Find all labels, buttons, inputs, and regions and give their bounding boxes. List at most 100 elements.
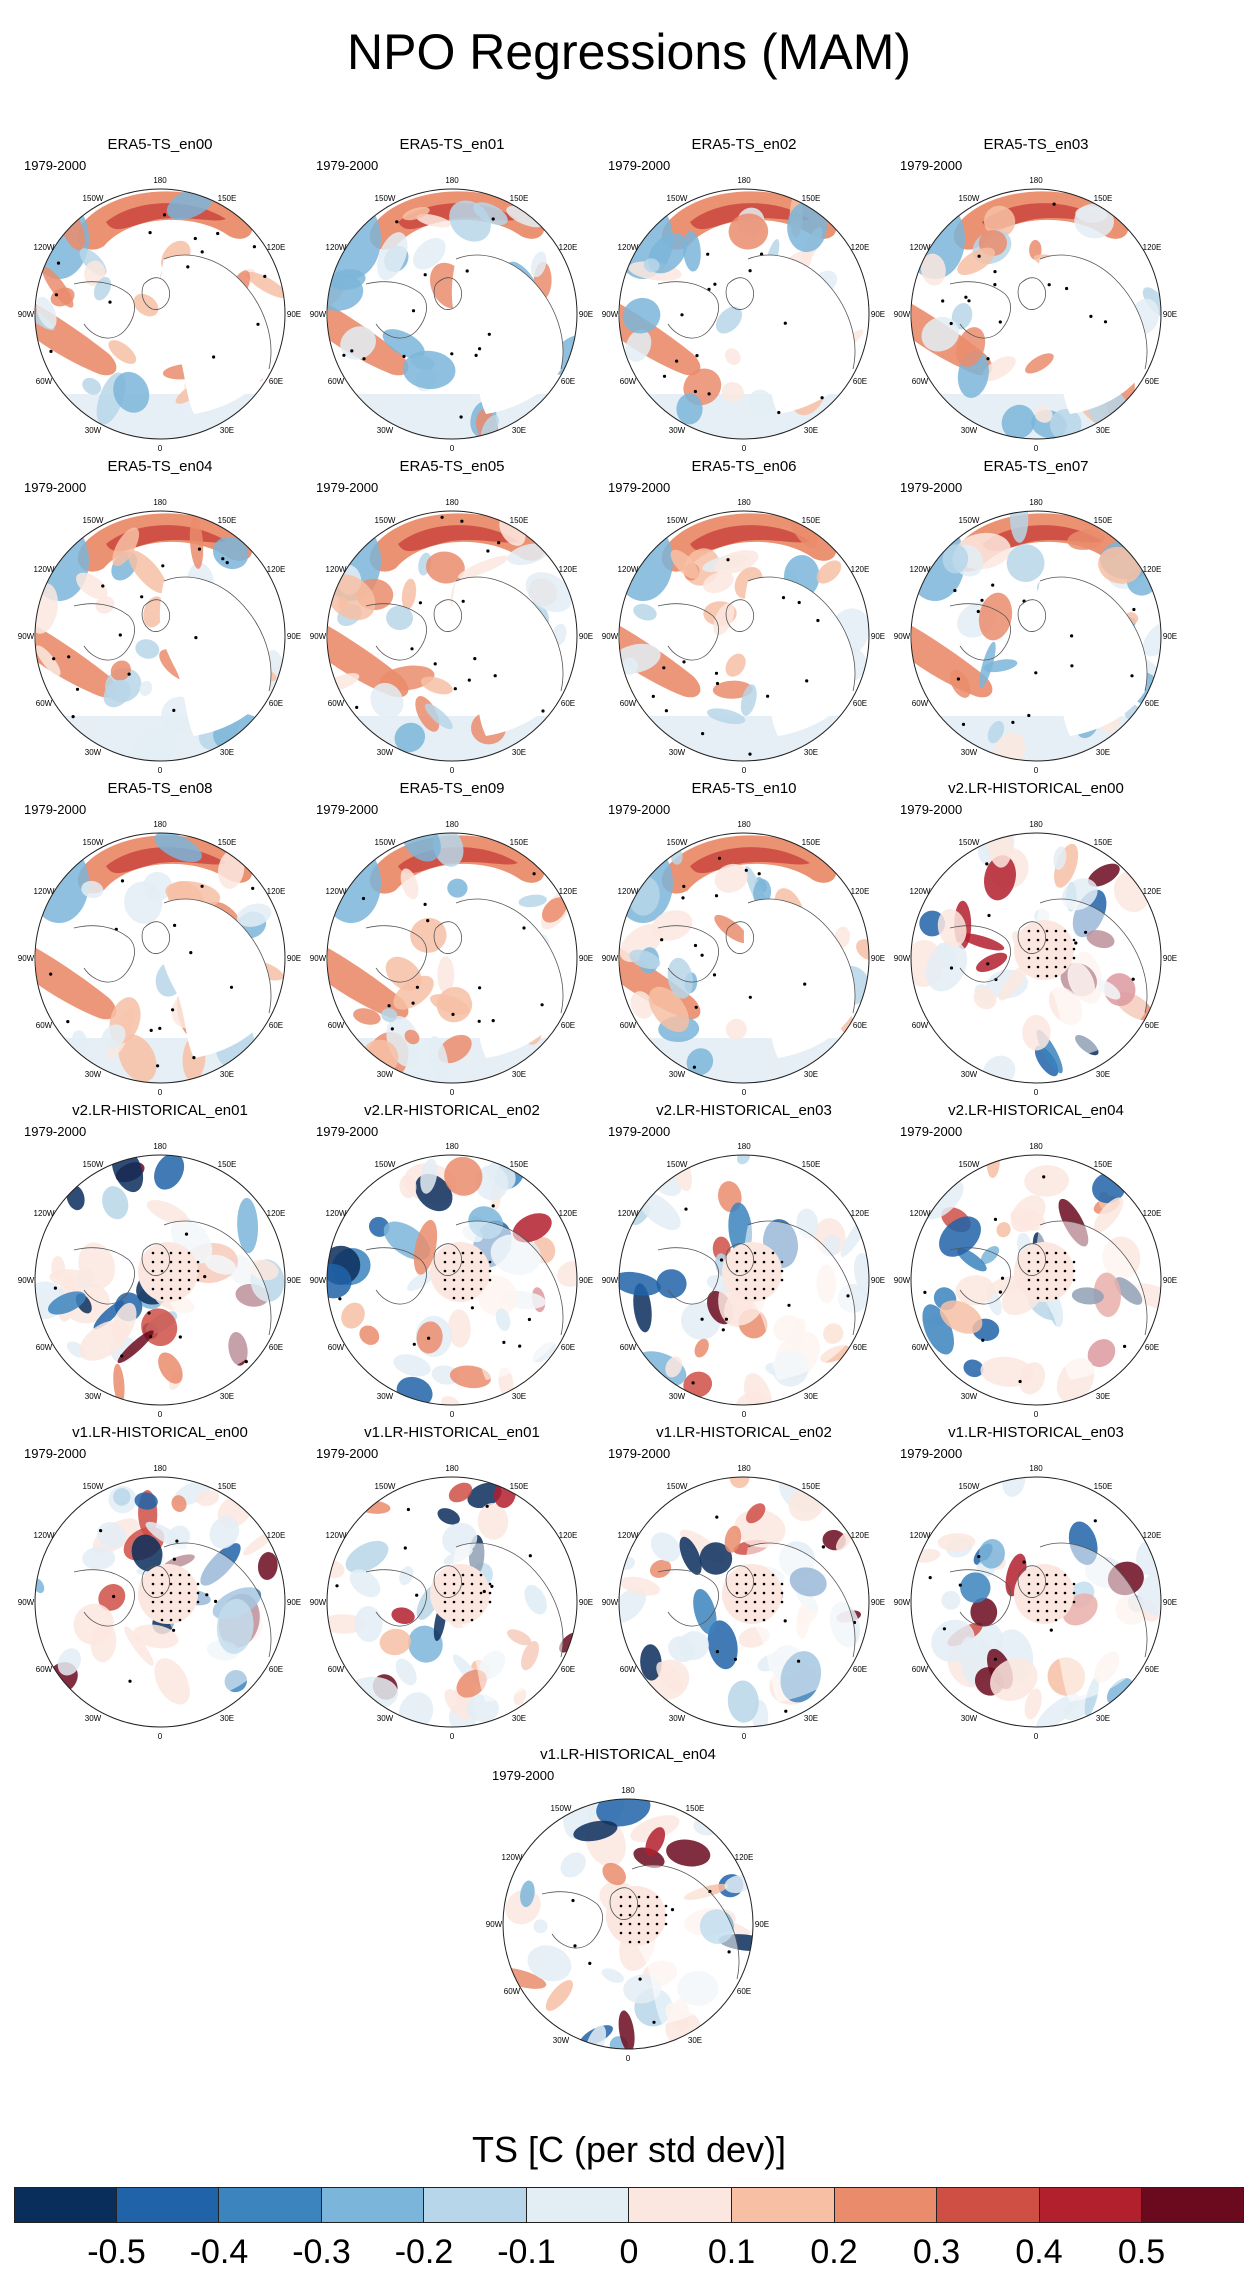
significance-dot — [715, 681, 720, 686]
significance-dot — [714, 894, 719, 898]
anomaly-region — [629, 949, 661, 970]
significance-dot — [780, 1260, 784, 1264]
longitude-label: 150E — [218, 194, 237, 203]
significance-dot — [1054, 929, 1058, 933]
significance-dot — [497, 541, 501, 545]
anomaly-region — [683, 1371, 713, 1398]
longitude-label: 180 — [153, 1142, 167, 1151]
significance-dot — [748, 269, 752, 273]
significance-dot — [151, 1278, 155, 1282]
longitude-label: 30E — [688, 2036, 702, 2045]
anomaly-region — [399, 1566, 414, 1586]
significance-dot — [762, 1260, 766, 1264]
significance-dot — [479, 1260, 483, 1264]
significance-dot — [735, 1609, 739, 1613]
significance-dot — [452, 1287, 456, 1291]
significance-dot — [638, 1977, 642, 1981]
significance-dot — [1063, 1591, 1067, 1595]
coastline — [747, 1542, 856, 1658]
anomaly-region — [128, 550, 167, 594]
longitude-label: 90W — [18, 632, 35, 641]
significance-dot — [735, 1600, 739, 1604]
significance-dot — [1045, 1618, 1049, 1622]
coastline — [1017, 599, 1046, 632]
anomaly-region — [973, 987, 997, 1010]
map-panel: ERA5-TS_en06 1979-2000 180 150E 120E 90E 60E 30… — [598, 458, 890, 775]
significance-dot — [1072, 1582, 1076, 1586]
longitude-label: 60W — [36, 1665, 53, 1674]
longitude-label: 90W — [18, 1276, 35, 1285]
significance-dot — [485, 1504, 489, 1508]
anomaly-region — [382, 329, 425, 359]
longitude-label: 30E — [804, 426, 818, 435]
longitude-label: 30W — [377, 426, 394, 435]
anomaly-region — [984, 855, 1016, 901]
anomaly-region — [36, 626, 117, 698]
significance-dot — [151, 1260, 155, 1264]
significance-dot — [1027, 1260, 1031, 1264]
significance-dot — [1027, 1609, 1031, 1613]
significance-dot — [169, 1296, 173, 1300]
significance-dot — [744, 1278, 748, 1282]
longitude-label: 150E — [802, 516, 821, 525]
longitude-label: 150W — [375, 516, 396, 525]
significance-dot — [470, 1260, 474, 1264]
longitude-label: 0 — [450, 1732, 455, 1741]
significance-dot — [487, 332, 491, 336]
longitude-label: 30E — [220, 426, 234, 435]
anomaly-region — [79, 1320, 129, 1361]
anomaly-region — [690, 525, 810, 552]
map-panel: v1.LR-HISTORICAL_en03 1979-2000 180 150E 120… — [890, 1424, 1182, 1741]
significance-dot — [991, 583, 995, 587]
longitude-label: 60W — [36, 377, 53, 386]
significance-dot — [147, 1311, 151, 1315]
coastline — [455, 576, 564, 692]
anomaly-region — [602, 1862, 626, 1886]
longitude-label: 30E — [804, 1392, 818, 1401]
field-layer — [35, 1155, 285, 1405]
longitude-label: 120E — [267, 1531, 286, 1540]
land-region — [159, 577, 271, 736]
field-layer — [503, 1799, 753, 2049]
significance-dot — [112, 1594, 116, 1599]
significance-dot — [214, 1599, 218, 1603]
longitude-label: 180 — [1029, 820, 1043, 829]
anomaly-region — [467, 1482, 502, 1509]
significance-dot — [987, 913, 991, 918]
significance-dot — [655, 1922, 659, 1926]
longitude-label: 0 — [158, 444, 163, 453]
anomaly-region — [449, 1365, 492, 1389]
significance-dot — [664, 1922, 668, 1926]
significance-dot — [479, 1573, 483, 1577]
map-panel: v1.LR-HISTORICAL_en04 1979-2000 180 150E 120… — [482, 1746, 774, 2063]
significance-dot — [1036, 938, 1040, 942]
anomaly-region — [444, 1689, 472, 1721]
coastline — [949, 1247, 1011, 1305]
map-panel: ERA5-TS_en09 1979-2000 180 150E 120E 90E 60E 30… — [306, 780, 598, 1097]
significance-dot — [1045, 929, 1049, 933]
field-layer — [911, 511, 1161, 761]
significance-dot — [735, 1582, 739, 1586]
significance-dot — [479, 1287, 483, 1291]
significance-dot — [263, 274, 267, 278]
anomaly-region — [381, 1008, 398, 1023]
longitude-label: 90W — [310, 632, 327, 641]
significance-dot — [49, 349, 53, 353]
polar-map: 180 150E 120E 90E 60E 30E 0 30W 60W 90W 120W 150W — [894, 176, 1177, 453]
anomaly-region — [444, 1156, 483, 1196]
significance-dot — [771, 1609, 775, 1613]
significance-dot — [681, 896, 685, 900]
significance-dot — [415, 1593, 419, 1597]
anomaly-region — [740, 684, 757, 716]
significance-dot — [993, 270, 997, 274]
colorbar-tick-label: -0.3 — [292, 2233, 351, 2271]
polar-map: 180 150E 120E 90E 60E 30E 0 30W 60W 90W 120W 150W — [894, 1142, 1177, 1419]
longitude-label: 30W — [669, 426, 686, 435]
significance-dot — [655, 1904, 659, 1908]
coastline — [163, 1220, 272, 1336]
longitude-label: 60W — [504, 1987, 521, 1996]
significance-dot — [1036, 1278, 1040, 1282]
longitude-label: 180 — [737, 1464, 751, 1473]
significance-dot — [816, 618, 820, 623]
anomaly-region — [139, 680, 153, 696]
